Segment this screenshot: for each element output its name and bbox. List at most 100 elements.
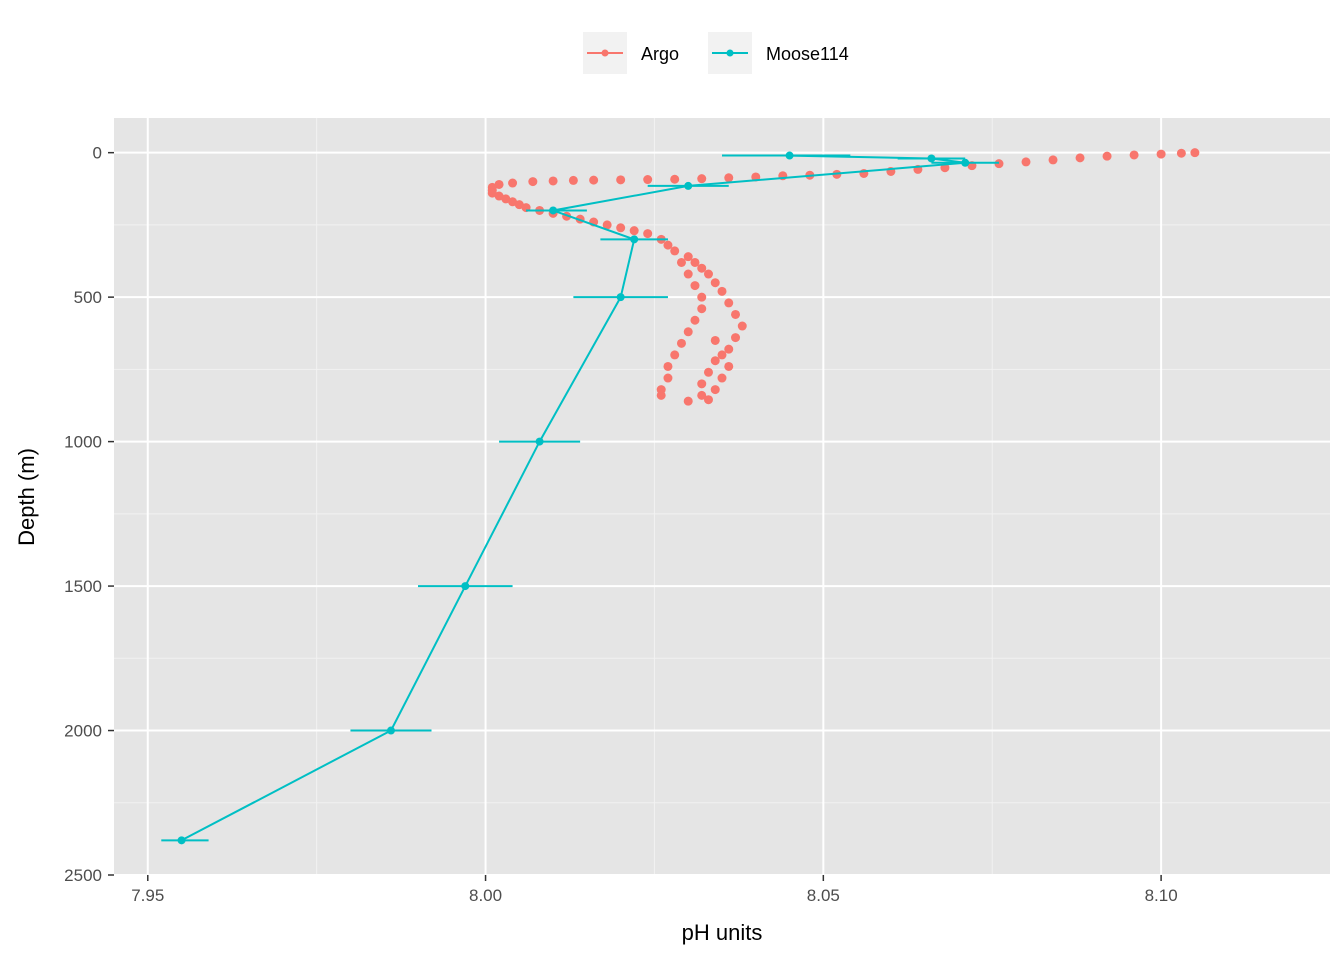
data-point-argo [724, 298, 734, 308]
data-point-argo [643, 175, 653, 185]
legend-label-argo: Argo [641, 44, 679, 64]
data-point-argo [548, 176, 558, 186]
x-tick-label: 7.95 [131, 886, 164, 905]
data-point-argo [589, 175, 599, 185]
data-point-argo [703, 395, 713, 405]
data-point-argo [663, 240, 673, 250]
data-point-argo [656, 390, 666, 400]
data-point-argo [697, 263, 707, 273]
data-point-moose114 [961, 158, 970, 167]
plot-panel [114, 118, 1330, 875]
data-point-moose114 [684, 181, 693, 190]
data-point-argo [663, 373, 673, 383]
data-point-moose114 [785, 151, 794, 160]
data-point-argo [508, 197, 518, 207]
data-point-argo [724, 344, 734, 354]
data-point-argo [697, 304, 707, 314]
data-point-argo [697, 379, 707, 389]
legend: Argo Moose114 [583, 32, 849, 74]
data-point-argo [494, 179, 504, 189]
data-point-argo [683, 327, 693, 337]
data-point-argo [1129, 150, 1139, 160]
y-tick-label: 1500 [64, 577, 102, 596]
data-point-argo [487, 188, 497, 198]
data-point-argo [568, 175, 578, 185]
y-tick-label: 0 [93, 144, 102, 163]
grid [114, 118, 1330, 876]
data-point-argo [697, 174, 707, 184]
data-point-argo [710, 385, 720, 395]
data-point-argo [703, 367, 713, 377]
data-point-moose114 [549, 206, 558, 215]
data-point-argo [737, 321, 747, 331]
data-point-argo [1021, 157, 1031, 167]
data-point-argo [1176, 148, 1186, 158]
legend-label-moose114: Moose114 [766, 44, 849, 64]
data-point-argo [724, 361, 734, 371]
series-layer [161, 148, 1200, 845]
data-point-argo [690, 315, 700, 325]
data-point-argo [643, 229, 653, 239]
data-point-argo [1156, 149, 1166, 159]
data-point-argo [690, 281, 700, 291]
data-point-argo [717, 286, 727, 296]
data-point-argo [683, 396, 693, 406]
data-point-argo [697, 390, 707, 400]
data-point-argo [501, 194, 511, 204]
data-point-argo [731, 333, 741, 343]
data-point-argo [731, 309, 741, 319]
data-point-argo [676, 338, 686, 348]
data-point-argo [629, 226, 639, 236]
data-point-argo [514, 200, 524, 210]
x-axis: 7.95 8.00 8.05 8.10 [131, 875, 1178, 905]
data-point-argo [670, 350, 680, 360]
data-point-argo [1190, 148, 1200, 158]
series-moose114 [161, 151, 999, 845]
data-point-moose114 [927, 154, 936, 163]
data-point-argo [717, 373, 727, 383]
x-tick-label: 8.10 [1145, 886, 1178, 905]
y-axis: 0 500 1000 1500 2000 2500 [64, 144, 114, 885]
data-point-argo [528, 177, 538, 187]
data-point-argo [1048, 155, 1058, 165]
y-axis-title: Depth (m) [14, 448, 39, 546]
data-point-argo [508, 178, 518, 188]
data-point-argo [683, 269, 693, 279]
data-point-argo [724, 173, 734, 183]
data-point-argo [494, 191, 504, 201]
legend-key-argo-point [601, 49, 609, 57]
data-point-argo [710, 356, 720, 366]
data-point-argo [717, 350, 727, 360]
data-point-argo [616, 175, 626, 185]
data-point-argo [616, 223, 626, 233]
y-tick-label: 500 [74, 288, 102, 307]
y-tick-label: 2000 [64, 722, 102, 741]
data-point-argo [1102, 151, 1112, 161]
data-point-argo [670, 246, 680, 256]
data-point-argo [663, 361, 673, 371]
data-point-argo [676, 257, 686, 267]
data-point-argo [710, 335, 720, 345]
legend-item-argo: Argo [583, 32, 679, 74]
data-point-argo [697, 292, 707, 302]
legend-key-moose114-point [726, 49, 734, 57]
data-point-moose114 [386, 726, 395, 735]
x-tick-label: 8.00 [469, 886, 502, 905]
data-point-argo [602, 220, 612, 230]
x-tick-label: 8.05 [807, 886, 840, 905]
data-point-moose114 [630, 235, 639, 244]
data-point-argo [703, 269, 713, 279]
data-point-moose114 [535, 437, 544, 446]
data-point-moose114 [616, 293, 625, 302]
data-point-moose114 [177, 836, 186, 845]
x-axis-title: pH units [682, 920, 763, 945]
series-argo [487, 148, 1200, 406]
y-tick-label: 1000 [64, 433, 102, 452]
legend-item-moose114: Moose114 [708, 32, 849, 74]
data-point-argo [710, 278, 720, 288]
y-tick-label: 2500 [64, 866, 102, 885]
data-point-argo [670, 174, 680, 184]
data-point-moose114 [461, 582, 470, 591]
data-point-argo [690, 257, 700, 267]
